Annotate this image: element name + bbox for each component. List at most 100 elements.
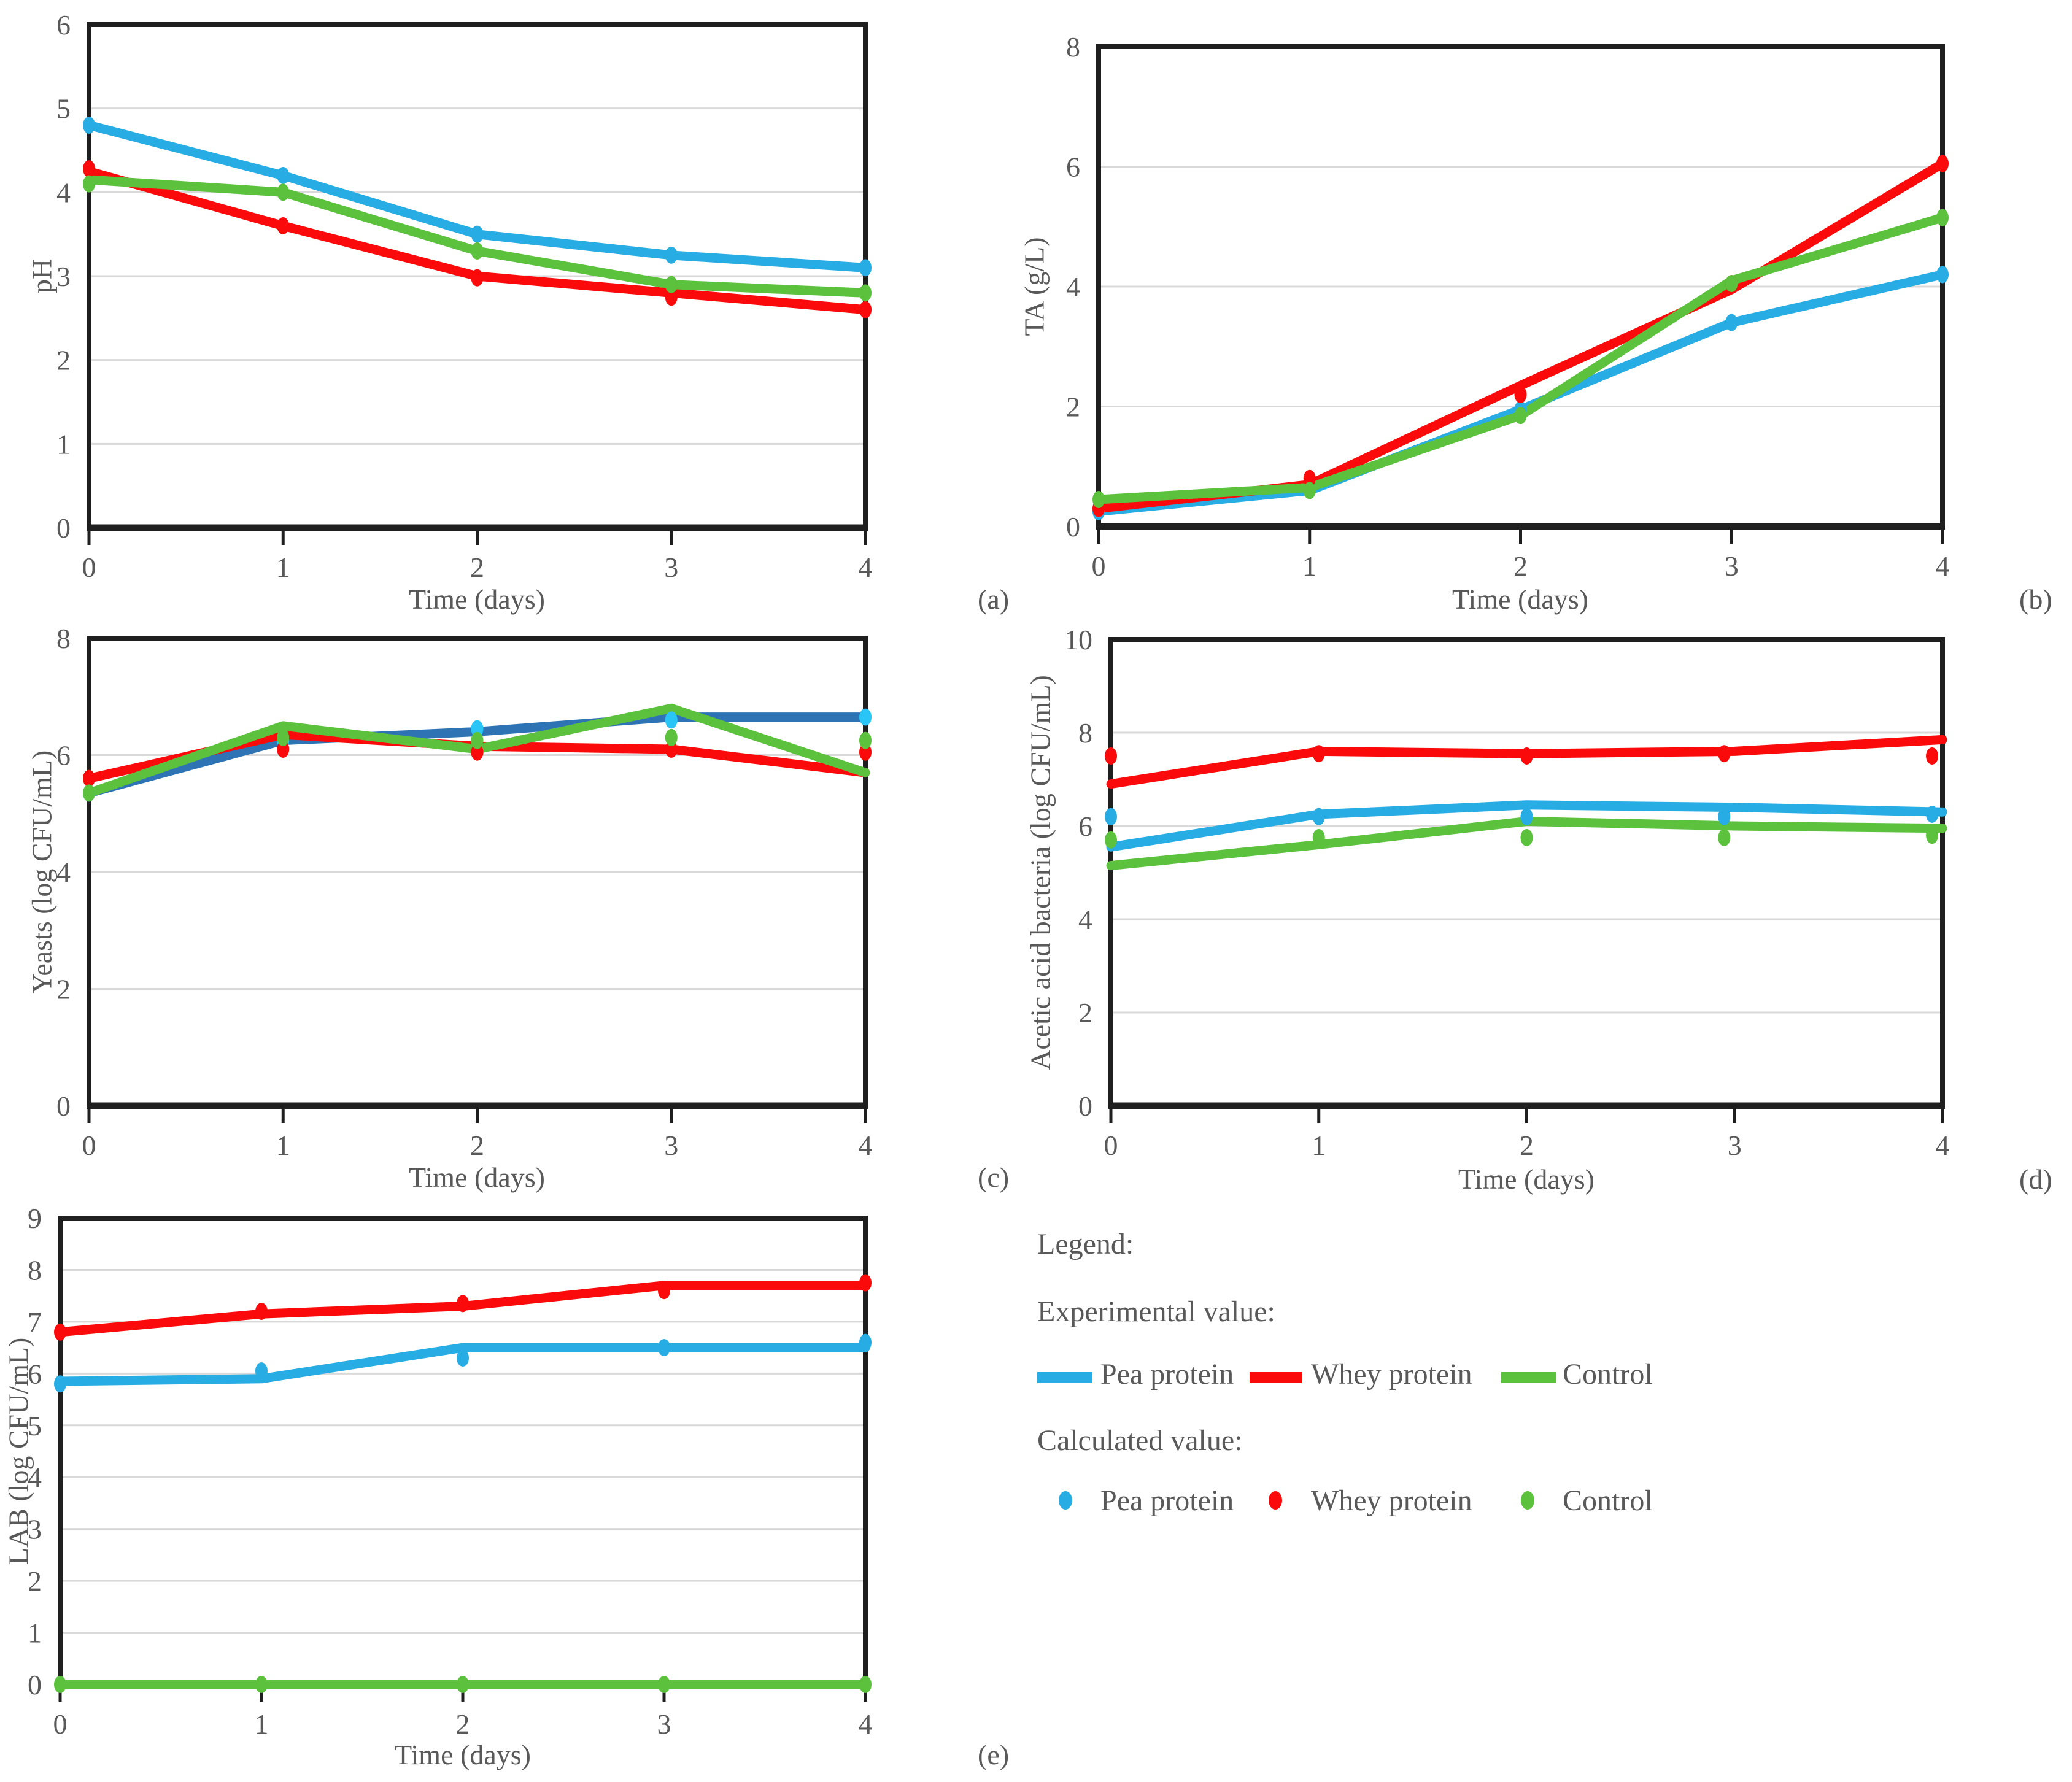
marker-whey-protein	[277, 217, 290, 234]
x-tick-label: 1	[276, 1130, 290, 1161]
y-tick-label: 0	[56, 1090, 71, 1122]
y-tick-label: 3	[28, 1514, 42, 1545]
chart-e-lab: 0 1 2 3 4 0 1 2 3 4 5 6 7 8 9	[28, 1203, 873, 1740]
marker-pea-protein	[859, 708, 872, 726]
x-tick-label: 4	[1936, 1130, 1950, 1161]
marker-pea-protein	[859, 1333, 872, 1351]
y-tick-label: 2	[56, 974, 71, 1005]
x-axis-title-d: Time (days)	[1458, 1163, 1595, 1195]
y-tick-label: 5	[28, 1410, 42, 1441]
marker-pea-protein	[277, 167, 290, 184]
panel-letter-b: (b)	[2019, 584, 2052, 615]
y-tick-label: 8	[28, 1254, 42, 1286]
marker-whey-protein	[859, 1274, 872, 1292]
panel-letter-d: (d)	[2019, 1163, 2052, 1195]
marker-pea-protein	[54, 1375, 66, 1393]
line-series-pea-protein	[1106, 800, 1947, 852]
legend-label-whey-line: Whey protein	[1311, 1358, 1472, 1390]
marker-control	[277, 728, 290, 746]
panel-letter-c: (c)	[978, 1162, 1010, 1193]
marker-control	[1092, 491, 1105, 509]
marker-whey-protein	[54, 1323, 66, 1341]
marker-whey-protein	[1303, 469, 1316, 487]
y-tick-label: 0	[56, 512, 71, 544]
x-tick-label: 1	[1312, 1130, 1326, 1161]
x-tick-label: 0	[1104, 1130, 1118, 1161]
marker-control	[1312, 829, 1325, 846]
x-tick-label: 3	[657, 1708, 671, 1740]
marker-control	[658, 1676, 670, 1693]
y-tick-label: 3	[56, 261, 71, 292]
marker-pea-protein	[255, 1362, 268, 1380]
y-tick-label: 6	[56, 740, 71, 771]
marker-pea-protein	[1725, 314, 1738, 331]
marker-control	[1514, 407, 1527, 425]
marker-whey-protein	[1718, 745, 1731, 763]
x-axis-title-a: Time (days)	[409, 584, 545, 615]
chart-c-yeasts: 0 1 2 3 4 0 2 4 6 8	[56, 623, 873, 1161]
marker-whey-protein	[1514, 385, 1527, 403]
marker-control	[54, 1676, 66, 1693]
marker-control	[457, 1676, 469, 1693]
x-tick-label: 1	[276, 552, 290, 583]
y-axis-title-aab: Acetic acid bacteria (log CFU/mL)	[1024, 675, 1056, 1070]
x-tick-label: 2	[470, 552, 484, 583]
marker-control	[1520, 829, 1533, 846]
marker-control	[859, 731, 872, 749]
marker-pea-protein	[665, 711, 678, 729]
marker-whey-protein	[457, 1295, 469, 1313]
marker-control	[83, 175, 95, 193]
control-dot-swatch	[1521, 1491, 1534, 1510]
legend-title: Legend:	[1037, 1228, 1134, 1260]
marker-whey-protein	[859, 301, 872, 318]
marker-whey-protein	[471, 269, 484, 287]
marker-control	[1718, 829, 1731, 846]
marker-control	[1936, 209, 1949, 226]
y-tick-label: 2	[56, 345, 71, 376]
marker-pea-protein	[665, 246, 678, 264]
marker-control	[1105, 831, 1117, 849]
line-series-pea-protein	[55, 1343, 870, 1386]
y-tick-label: 1	[28, 1618, 42, 1649]
marker-whey-protein	[658, 1282, 670, 1300]
y-tick-label: 2	[1066, 392, 1080, 423]
x-tick-label: 2	[1520, 1130, 1534, 1161]
y-tick-label: 4	[1078, 904, 1092, 935]
marker-control	[471, 242, 484, 260]
y-axis-title-ta: TA (g/L)	[1018, 237, 1050, 336]
y-tick-label: 8	[1066, 31, 1080, 63]
x-tick-label: 4	[859, 1708, 873, 1740]
legend: Legend: Experimental value: Pea protein …	[1037, 1221, 2056, 1773]
marker-control	[277, 183, 290, 201]
x-axis-title-c: Time (days)	[409, 1162, 545, 1193]
marker-control	[859, 1676, 872, 1693]
marker-whey-protein	[1312, 745, 1325, 763]
x-tick-label: 0	[53, 1708, 68, 1740]
chart-a-ph: 0 1 2 3 4 0 1 2 3 4 5 6	[56, 9, 873, 583]
x-axis-title-b: Time (days)	[1452, 584, 1588, 615]
marker-pea-protein	[457, 1349, 469, 1367]
marker-whey-protein	[1926, 747, 1939, 765]
y-tick-label: 8	[1078, 717, 1092, 749]
x-tick-label: 3	[1725, 550, 1739, 582]
legend-label-whey-dot: Whey protein	[1311, 1484, 1472, 1517]
marker-pea-protein	[1936, 266, 1949, 284]
marker-pea-protein	[1926, 806, 1939, 823]
marker-whey-protein	[1520, 747, 1533, 765]
marker-control	[255, 1676, 268, 1693]
chart-b-ta: 0 1 2 3 4 0 2 4 6 8	[1066, 31, 1950, 582]
marker-whey-protein	[665, 288, 678, 306]
marker-whey-protein	[1936, 155, 1949, 172]
x-tick-label: 4	[1936, 550, 1950, 582]
marker-pea-protein	[1105, 808, 1117, 825]
marker-pea-protein	[658, 1339, 670, 1357]
panel-letter-e: (e)	[978, 1739, 1010, 1770]
marker-whey-protein	[83, 160, 95, 178]
marker-pea-protein	[1312, 808, 1325, 825]
y-axis-title-lab: LAB (log CFU/mL)	[2, 1337, 34, 1565]
marker-control	[1303, 482, 1316, 500]
x-tick-label: 2	[456, 1708, 470, 1740]
y-tick-label: 10	[1064, 624, 1092, 655]
x-tick-label: 4	[859, 552, 873, 583]
marker-control	[1725, 275, 1738, 293]
